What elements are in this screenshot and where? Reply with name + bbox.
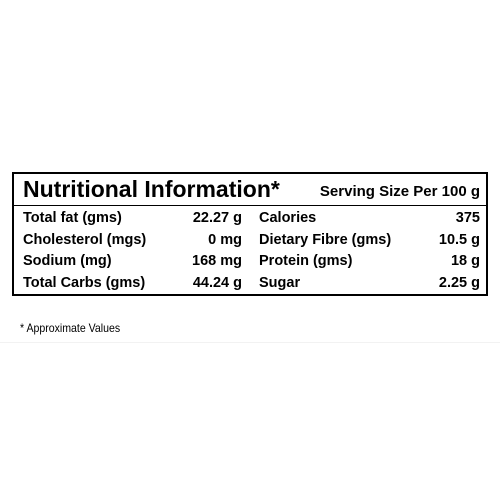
left-value: 168 mg — [192, 253, 242, 269]
footnote: * Approximate Values — [20, 321, 121, 335]
header-rule — [14, 205, 486, 206]
nutrition-table: Nutritional Information* Serving Size Pe… — [12, 172, 488, 296]
right-value: 2.25 g — [438, 274, 480, 291]
right-value: 10.5 g — [438, 231, 480, 248]
right-value: 18 g — [450, 253, 480, 269]
table-title: Nutritional Information* — [23, 176, 280, 202]
left-label: Cholesterol (mgs) — [23, 231, 147, 248]
right-value: 375 — [455, 210, 480, 226]
right-label: Dietary Fibre (gms) — [259, 231, 392, 248]
left-label: Total fat (gms) — [23, 210, 122, 226]
right-label: Sugar — [259, 274, 301, 291]
left-value: 22.27 g — [192, 210, 242, 226]
left-label: Total Carbs (gms) — [23, 274, 146, 291]
right-label: Protein (gms) — [259, 253, 353, 269]
left-label: Sodium (mg) — [23, 253, 112, 269]
left-value: 0 mg — [208, 231, 242, 248]
serving-size: Serving Size Per 100 g — [319, 183, 480, 200]
divider — [0, 342, 500, 343]
right-label: Calories — [259, 210, 317, 226]
left-value: 44.24 g — [192, 274, 242, 291]
